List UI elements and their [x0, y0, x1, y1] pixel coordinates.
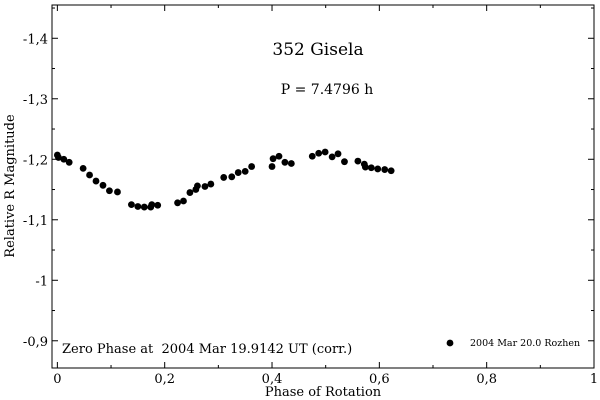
x-tick-label: 0,4 [262, 372, 283, 387]
period-label: P = 7.4796 h [281, 82, 374, 98]
y-tick-label: -1,1 [23, 214, 48, 229]
data-point [354, 157, 362, 165]
data-points [53, 148, 395, 211]
data-point [106, 187, 113, 195]
data-point [60, 155, 68, 163]
plot-frame [51, 4, 595, 369]
data-point [194, 182, 201, 190]
axis-ticks: 0 0,2 0,4 0,6 0,8 1 -1,4 -1,3 -1,2 -1,1 -1 -0,9 [23, 5, 598, 387]
data-point [134, 203, 142, 210]
chart-title: 352 Gisela [272, 40, 363, 60]
data-point [234, 169, 242, 176]
y-tick-label: -1 [35, 274, 48, 289]
data-point [334, 150, 342, 158]
x-tick-label: 0,6 [369, 372, 390, 387]
x-tick-label: 1 [590, 372, 598, 387]
data-point [174, 199, 181, 207]
data-point [220, 174, 228, 181]
data-point [86, 171, 93, 179]
y-tick-label: -0,9 [23, 335, 48, 350]
data-point [207, 180, 215, 188]
data-point [308, 152, 316, 160]
y-tick-label: -1,3 [23, 93, 48, 108]
data-point [180, 197, 187, 205]
data-point [65, 158, 73, 166]
data-point [321, 148, 329, 156]
data-point [79, 164, 87, 172]
zero-phase-note: Zero Phase at 2004 Mar 19.9142 UT (corr.… [62, 342, 352, 357]
data-point [241, 167, 249, 175]
data-point [268, 163, 276, 170]
data-point [381, 166, 389, 173]
y-tick-label: -1,4 [23, 32, 48, 47]
x-tick-label: 0,8 [476, 372, 497, 387]
data-point [92, 177, 100, 185]
data-point [128, 201, 135, 209]
y-axis-title: Relative R Magnitude [3, 114, 18, 258]
data-point [148, 201, 156, 209]
y-tick-label: -1,2 [23, 153, 48, 168]
legend-label: 2004 Mar 20.0 Rozhen [470, 338, 580, 349]
x-axis-title: Phase of Rotation [265, 385, 382, 400]
data-point [201, 183, 209, 190]
data-point [374, 165, 382, 173]
data-point [367, 164, 375, 172]
data-point [140, 203, 148, 211]
data-point [328, 153, 336, 161]
data-point [269, 155, 277, 163]
data-point [154, 201, 162, 209]
data-point [287, 160, 295, 167]
data-point [248, 163, 256, 170]
data-point [315, 149, 323, 157]
legend-marker [446, 339, 454, 347]
data-point [387, 167, 395, 175]
data-point [341, 158, 348, 166]
data-point [281, 158, 289, 166]
data-point [275, 152, 283, 160]
x-tick-label: 0,2 [154, 372, 175, 387]
data-point [99, 181, 107, 189]
data-point [361, 163, 369, 171]
data-point [186, 189, 194, 196]
x-tick-label: 0 [53, 372, 61, 387]
data-point [228, 173, 236, 181]
data-point [114, 188, 121, 196]
data-point [55, 154, 62, 161]
